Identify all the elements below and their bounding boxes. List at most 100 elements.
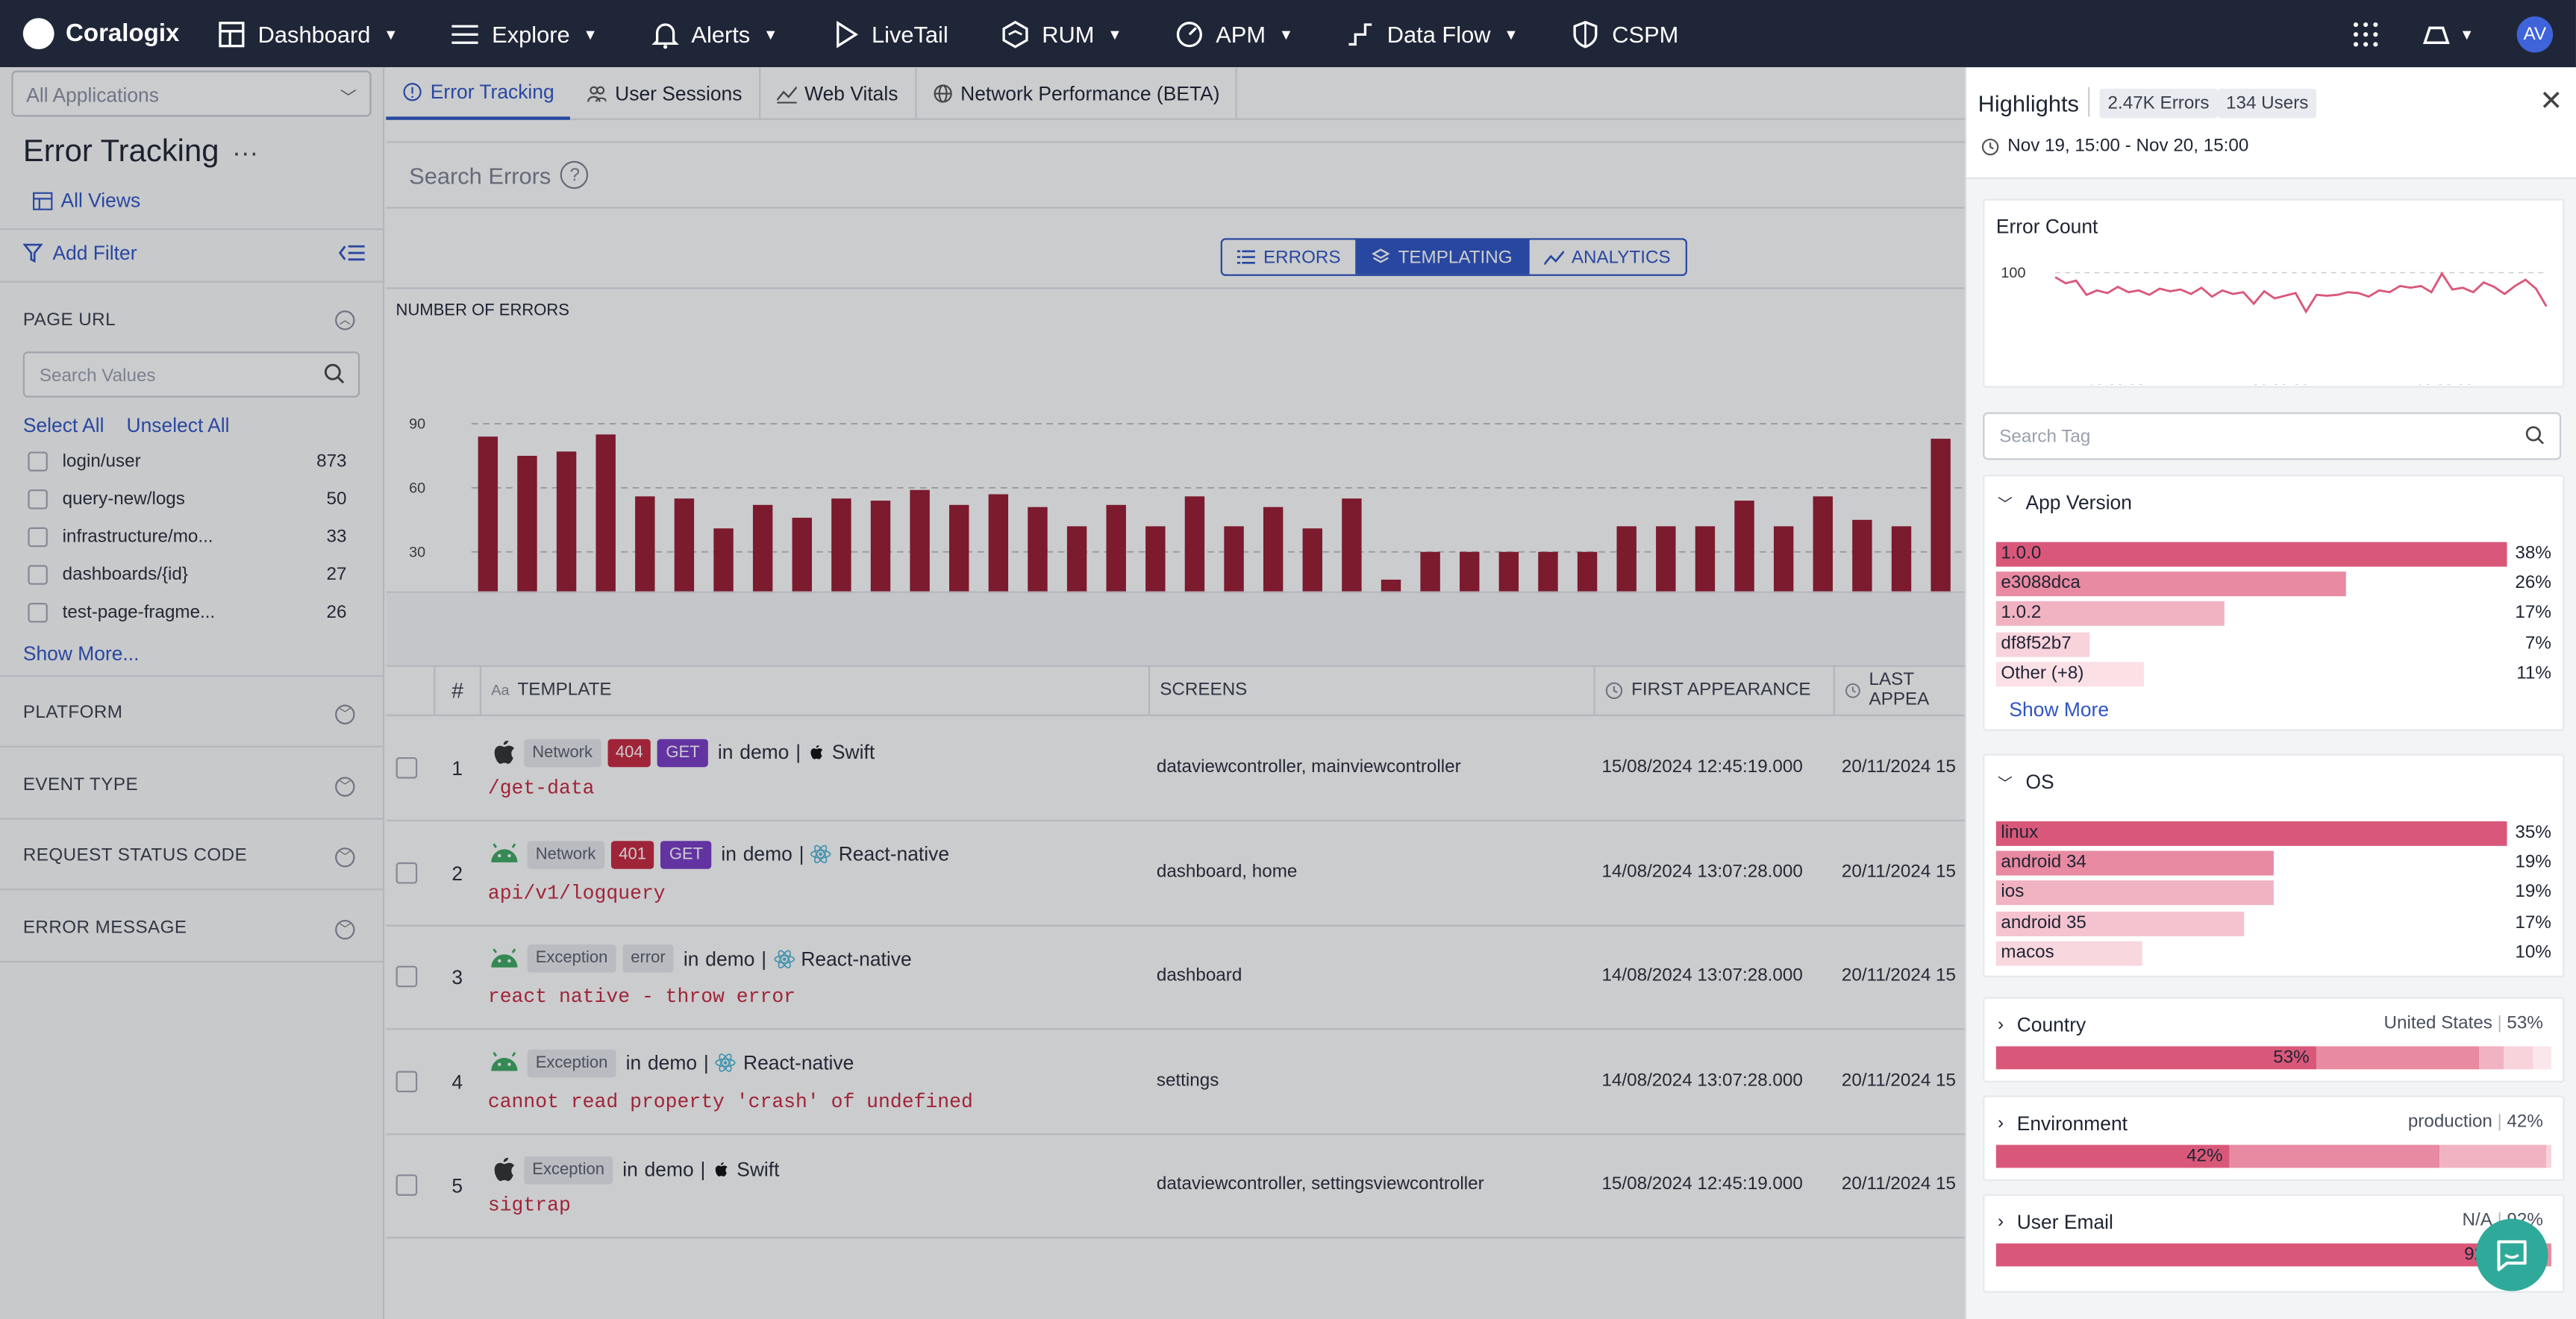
- header-template[interactable]: Aa TEMPLATE: [481, 665, 1151, 715]
- unselect-all-link[interactable]: Unselect All: [126, 413, 230, 437]
- bar[interactable]: [988, 494, 1009, 593]
- bar[interactable]: [1184, 496, 1205, 593]
- nav-dashboard[interactable]: Dashboard ▼: [217, 19, 398, 48]
- nav-rum[interactable]: RUM ▼: [1001, 19, 1122, 48]
- user-avatar[interactable]: AV: [2516, 15, 2554, 52]
- bar[interactable]: [1066, 526, 1087, 593]
- application-select[interactable]: All Applications ﹀: [11, 70, 372, 117]
- distribution-bar[interactable]: e3088dca 26%: [1995, 571, 2551, 597]
- bar[interactable]: [595, 434, 616, 593]
- environment-toggle[interactable]: › Environment: [1998, 1112, 2128, 1135]
- filter-value-item[interactable]: login/user 873: [28, 448, 356, 474]
- chevron-up-icon[interactable]: ︿: [335, 310, 355, 330]
- all-views-link[interactable]: All Views: [33, 189, 140, 212]
- row-checkbox[interactable]: [396, 756, 418, 779]
- bar[interactable]: [831, 498, 851, 593]
- bar[interactable]: [752, 504, 773, 593]
- user-email-toggle[interactable]: › User Email: [1998, 1211, 2113, 1234]
- collapse-sidebar-icon[interactable]: [338, 242, 365, 268]
- checkbox[interactable]: [28, 565, 48, 585]
- bar[interactable]: [1498, 551, 1519, 593]
- series-line[interactable]: [2054, 271, 2548, 314]
- header-last-appearance[interactable]: LAST APPEA: [1835, 665, 1965, 715]
- nav-livetail[interactable]: LiveTail: [831, 19, 948, 48]
- bar[interactable]: [1224, 526, 1244, 593]
- header-number[interactable]: #: [435, 665, 482, 715]
- app-version-show-more[interactable]: Show More: [2009, 698, 2110, 721]
- distribution-bar[interactable]: macos 10%: [1995, 941, 2551, 966]
- stack-segment[interactable]: [2503, 1046, 2533, 1070]
- bar[interactable]: [1302, 528, 1322, 593]
- row-checkbox[interactable]: [396, 861, 418, 883]
- bar[interactable]: [517, 455, 537, 593]
- app-version-toggle[interactable]: ﹀ App Version: [1998, 491, 2132, 514]
- stack-segment[interactable]: [1995, 1046, 2316, 1070]
- table-row[interactable]: 2 Network 401 GET in demo | React-native api/v1/…: [386, 821, 1965, 926]
- bar[interactable]: [478, 436, 498, 593]
- distribution-bar[interactable]: linux 35%: [1995, 821, 2551, 846]
- bar[interactable]: [792, 517, 812, 593]
- table-row[interactable]: 4 Exception in demo | React-native cannot read…: [386, 1030, 1965, 1135]
- template-path[interactable]: sigtrap: [487, 1194, 571, 1218]
- filter-value-item[interactable]: dashboards/{id} 27: [28, 562, 356, 588]
- bar[interactable]: [1616, 526, 1636, 593]
- chevron-down-icon[interactable]: ﹀: [335, 704, 355, 724]
- header-first-appearance[interactable]: FIRST APPEARANCE: [1595, 665, 1836, 715]
- show-more-link[interactable]: Show More...: [22, 642, 140, 665]
- distribution-bar[interactable]: android 35 17%: [1995, 911, 2551, 936]
- bar[interactable]: [949, 504, 969, 593]
- row-checkbox[interactable]: [396, 1071, 418, 1092]
- section-page-url-title[interactable]: PAGE URL: [22, 310, 116, 330]
- stack-segment[interactable]: [2545, 1144, 2551, 1168]
- bar[interactable]: [1420, 551, 1440, 593]
- template-path[interactable]: /get-data: [487, 777, 595, 801]
- stack-segment[interactable]: [2316, 1046, 2479, 1070]
- stack-segment[interactable]: [2229, 1144, 2441, 1168]
- more-options-icon[interactable]: ···: [232, 140, 259, 168]
- help-icon[interactable]: ?: [560, 160, 589, 189]
- bar[interactable]: [1145, 526, 1166, 593]
- chevron-down-icon[interactable]: ﹀: [335, 776, 355, 797]
- select-all-link[interactable]: Select All: [22, 413, 104, 437]
- tab-network-performance-beta[interactable]: Network Performance (BETA): [916, 66, 1238, 119]
- os-toggle[interactable]: ﹀ OS: [1998, 771, 2054, 794]
- stack-segment[interactable]: [2533, 1046, 2551, 1070]
- chevron-down-icon[interactable]: ﹀: [335, 920, 355, 940]
- stack-segment[interactable]: [1995, 1243, 2507, 1267]
- bar[interactable]: [1852, 519, 1872, 593]
- stack-segment[interactable]: [2440, 1144, 2546, 1168]
- table-row[interactable]: 5 Exception in demo | Swift sigtrap dataviewcon…: [386, 1134, 1965, 1239]
- apps-grid-icon[interactable]: [2353, 21, 2379, 47]
- section-title[interactable]: ERROR MESSAGE: [22, 918, 187, 939]
- chevron-down-icon[interactable]: ﹀: [335, 848, 355, 868]
- search-values-input[interactable]: Search Values: [22, 351, 360, 398]
- view-errors-button[interactable]: ERRORS: [1222, 239, 1357, 275]
- checkbox[interactable]: [28, 603, 48, 623]
- close-icon[interactable]: ✕: [2539, 85, 2563, 117]
- row-checkbox[interactable]: [396, 1175, 418, 1197]
- distribution-bar[interactable]: 1.0.0 38%: [1995, 542, 2551, 567]
- distribution-bar[interactable]: df8f52b7 7%: [1995, 631, 2551, 657]
- bar[interactable]: [1577, 551, 1598, 593]
- nav-alerts[interactable]: Alerts ▼: [650, 19, 778, 48]
- row-checkbox[interactable]: [396, 966, 418, 988]
- bar[interactable]: [870, 501, 891, 593]
- table-row[interactable]: 3 Exception error in demo | React-native react …: [386, 925, 1965, 1030]
- checkbox[interactable]: [28, 489, 48, 510]
- nav-explore[interactable]: Explore ▼: [451, 19, 598, 48]
- nav-apm[interactable]: APM ▼: [1175, 19, 1293, 48]
- help-menu[interactable]: ▼: [2422, 22, 2474, 46]
- search-errors-input[interactable]: Search Errors ?: [386, 141, 1965, 209]
- template-path[interactable]: react native - throw error: [487, 986, 796, 1009]
- section-title[interactable]: PLATFORM: [22, 703, 123, 723]
- header-screens[interactable]: SCREENS: [1150, 665, 1595, 715]
- bar[interactable]: [556, 451, 577, 593]
- stack-segment[interactable]: [1995, 1144, 2230, 1168]
- bar[interactable]: [1342, 498, 1362, 593]
- tab-web-vitals[interactable]: Web Vitals: [760, 66, 916, 119]
- bar[interactable]: [713, 528, 734, 593]
- chat-support-button[interactable]: [2475, 1218, 2548, 1291]
- bar[interactable]: [1263, 507, 1284, 593]
- checkbox[interactable]: [28, 527, 48, 548]
- bar[interactable]: [1460, 551, 1480, 593]
